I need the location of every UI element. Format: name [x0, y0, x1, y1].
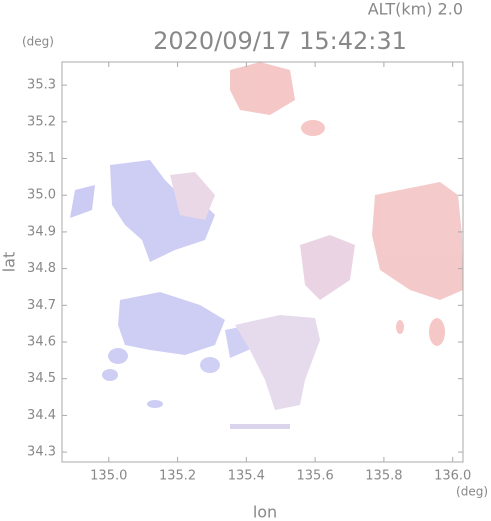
- y-tick-label: 35.2: [27, 114, 56, 129]
- x-axis-label: lon: [253, 503, 277, 521]
- chart-subtitle: ALT(km) 2.0: [368, 0, 463, 19]
- plot-frame: [61, 61, 464, 463]
- chart-title: 2020/09/17 15:42:31: [153, 27, 407, 55]
- y-tick-label: 34.7: [27, 298, 56, 313]
- y-tick-label: 35.3: [27, 78, 56, 93]
- x-tick-label: 136.0: [434, 469, 471, 484]
- echo-regions: [70, 62, 463, 429]
- x-tick-label: 135.0: [90, 469, 127, 484]
- y-tick-label: 34.4: [27, 408, 56, 423]
- y-tick-label: 34.8: [27, 261, 56, 276]
- y-unit: (deg): [22, 35, 54, 49]
- y-tick-label: 34.5: [27, 371, 56, 386]
- y-tick-label: 34.6: [27, 335, 56, 350]
- x-tick-label: 135.6: [297, 469, 334, 484]
- y-tick-label: 35.0: [27, 188, 56, 203]
- y-tick-label: 34.3: [27, 445, 56, 460]
- x-tick-label: 135.8: [365, 469, 402, 484]
- x-unit: (deg): [456, 485, 488, 499]
- y-tick-label: 34.9: [27, 224, 56, 239]
- x-tick-label: 135.4: [228, 469, 265, 484]
- x-tick-label: 135.2: [159, 469, 196, 484]
- y-tick-label: 35.1: [27, 151, 56, 166]
- y-axis-label: lat: [0, 252, 19, 273]
